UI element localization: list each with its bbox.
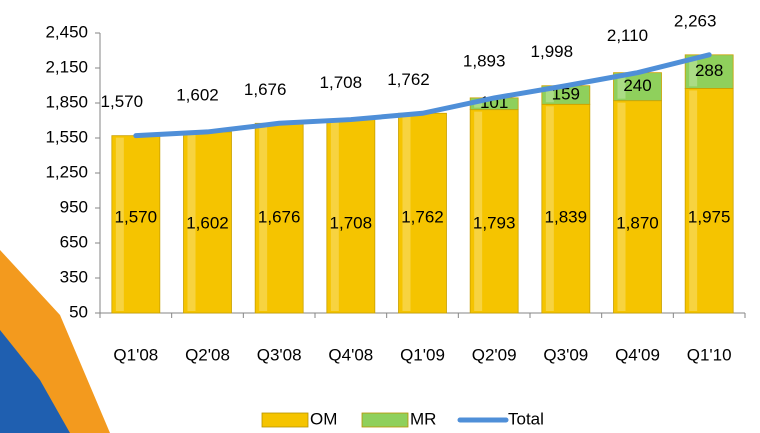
data-label: 1,762: [387, 70, 430, 89]
chart: 50 350 650 950 1,250 1,550 1,850 2,150 2,450 Q1'0…: [0, 0, 760, 433]
legend-swatch: [362, 413, 408, 427]
y-tick-label: 1,250: [45, 162, 88, 181]
data-label: 1,570: [115, 207, 158, 226]
data-label: 2,110: [607, 26, 648, 45]
data-label: 1,998: [531, 42, 574, 61]
x-tick-label: Q3'08: [257, 345, 302, 364]
y-tick-label: 2,150: [45, 57, 88, 76]
data-label: 2,263: [674, 11, 717, 30]
data-label: 1,676: [244, 80, 287, 99]
legend-swatch: [262, 413, 308, 427]
y-tick-label: 1,850: [45, 92, 88, 111]
data-label: 240: [623, 76, 651, 95]
y-tick-label: 350: [60, 267, 88, 286]
legend-label: MR: [410, 409, 436, 428]
bar-highlight: [618, 103, 626, 311]
x-tick-label: Q1'08: [113, 345, 158, 364]
y-tick-label: 50: [69, 302, 88, 321]
bar-highlight: [474, 112, 482, 311]
x-tick-label: Q1'09: [400, 345, 445, 364]
y-tick-label: 2,450: [45, 22, 88, 41]
legend-label: Total: [508, 409, 544, 428]
data-label: 1,870: [616, 213, 659, 232]
y-tick-label: 650: [60, 232, 88, 251]
x-tick-label: Q3'09: [543, 345, 588, 364]
bar-highlight: [689, 90, 697, 311]
data-label: 288: [695, 61, 723, 80]
x-tick-label: Q2'08: [185, 345, 230, 364]
data-label: 1,793: [473, 213, 516, 232]
x-tick-label: Q2'09: [472, 345, 517, 364]
data-label: 1,762: [401, 207, 444, 226]
data-label: 1,602: [176, 85, 219, 104]
data-label: 1,975: [688, 207, 731, 226]
data-label: 1,676: [258, 207, 301, 226]
data-label: 1,839: [545, 207, 588, 226]
data-label: 1,602: [186, 213, 229, 232]
x-tick-label: Q4'08: [328, 345, 373, 364]
data-label: 1,708: [320, 73, 363, 92]
data-label: 1,708: [330, 213, 373, 232]
y-tick-label: 1,550: [45, 127, 88, 146]
x-tick-label: Q1'10: [687, 345, 732, 364]
legend-label: OM: [310, 409, 337, 428]
data-label: 1,570: [101, 92, 144, 111]
data-label: 1,893: [463, 51, 506, 70]
y-tick-label: 950: [60, 197, 88, 216]
x-tick-label: Q4'09: [615, 345, 660, 364]
